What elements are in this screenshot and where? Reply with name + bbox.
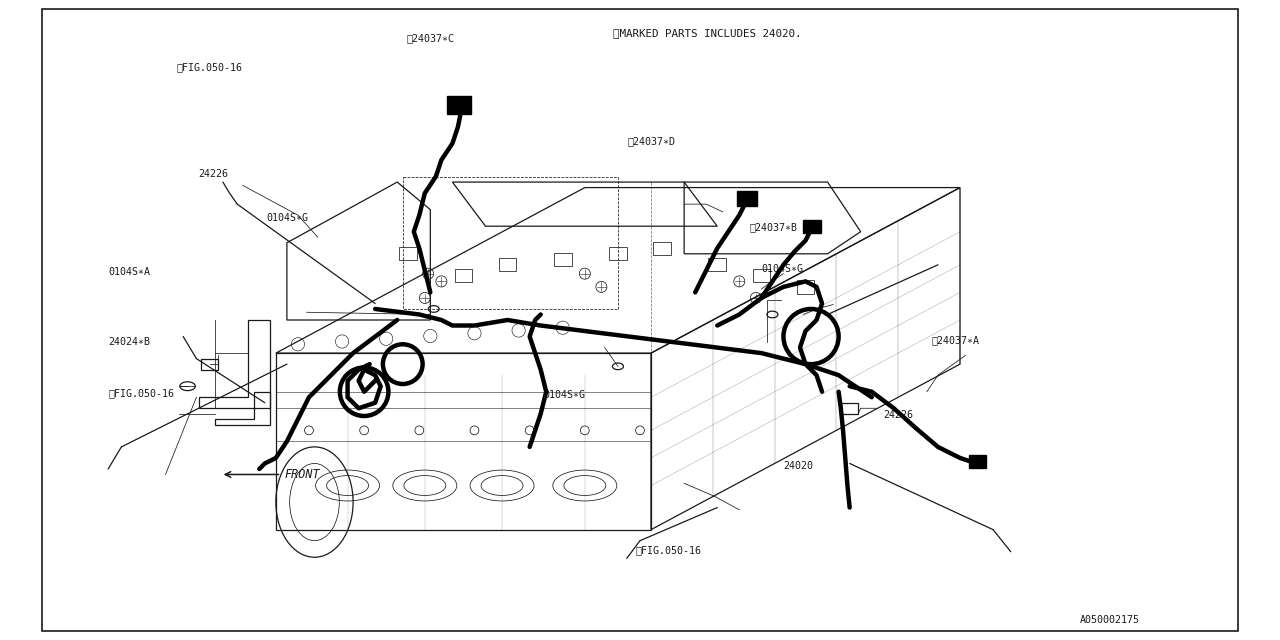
- Bar: [804, 220, 820, 233]
- Text: 24024∗B: 24024∗B: [109, 337, 150, 348]
- Text: ※24037∗B: ※24037∗B: [749, 222, 797, 232]
- Text: FRONT: FRONT: [284, 468, 320, 481]
- Bar: [609, 247, 627, 260]
- Text: 0104S∗G: 0104S∗G: [266, 212, 308, 223]
- Bar: [201, 358, 219, 370]
- Text: ※FIG.050-16: ※FIG.050-16: [177, 62, 242, 72]
- Text: ※24037∗A: ※24037∗A: [932, 335, 979, 346]
- Text: A050002175: A050002175: [1079, 614, 1139, 625]
- Bar: [554, 253, 572, 266]
- Bar: [653, 242, 671, 255]
- Text: 0104S∗G: 0104S∗G: [543, 390, 585, 400]
- Bar: [753, 269, 771, 282]
- Bar: [447, 96, 471, 114]
- Bar: [499, 258, 516, 271]
- Text: ※MARKED PARTS INCLUDES 24020.: ※MARKED PARTS INCLUDES 24020.: [613, 28, 801, 38]
- Bar: [399, 247, 417, 260]
- Bar: [796, 280, 814, 294]
- Bar: [969, 454, 987, 468]
- Text: ※24037∗C: ※24037∗C: [407, 33, 454, 44]
- Bar: [737, 191, 756, 206]
- Text: 24226: 24226: [883, 410, 913, 420]
- Text: 24020: 24020: [783, 461, 813, 471]
- Bar: [454, 269, 472, 282]
- Text: ※FIG.050-16: ※FIG.050-16: [109, 388, 174, 399]
- Text: ※24037∗D: ※24037∗D: [628, 136, 676, 146]
- Bar: [841, 403, 859, 414]
- Text: 0104S∗G: 0104S∗G: [762, 264, 804, 274]
- Bar: [708, 258, 726, 271]
- Text: 24226: 24226: [198, 169, 228, 179]
- Text: ※FIG.050-16: ※FIG.050-16: [635, 545, 701, 556]
- Text: 0104S∗A: 0104S∗A: [109, 267, 150, 277]
